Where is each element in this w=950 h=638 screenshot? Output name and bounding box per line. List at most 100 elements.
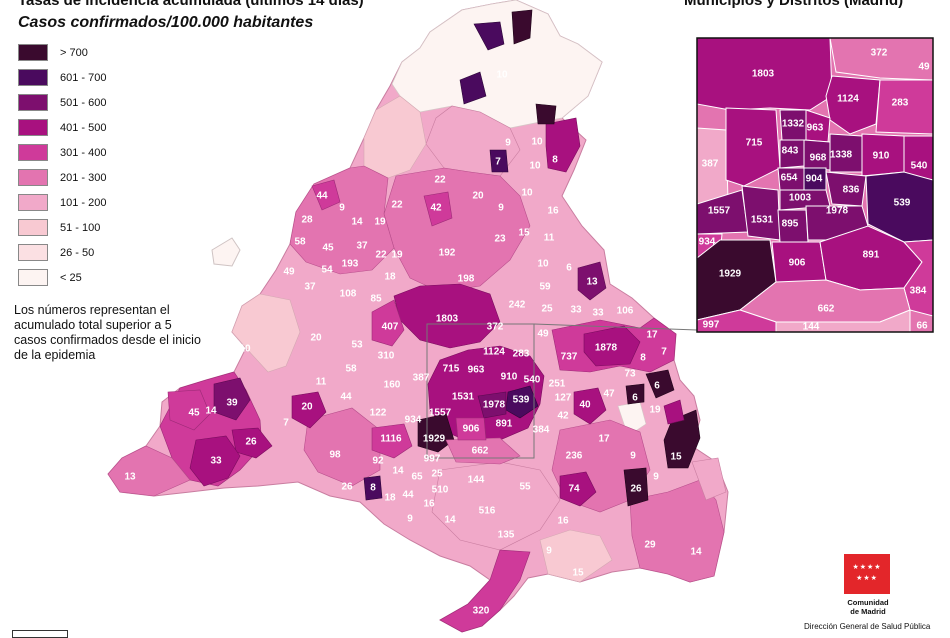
legend-item: 501 - 600 (18, 90, 106, 115)
map-value-label: 310 (378, 351, 395, 362)
legend-label: 301 - 400 (60, 146, 107, 159)
logo-name: Comunidad de Madrid (842, 598, 894, 616)
far-west-zone (107, 445, 191, 497)
map-value-label: 49 (918, 62, 930, 73)
map-value-label: 997 (424, 454, 441, 465)
map-value-label: 49 (283, 267, 295, 278)
inset-panel (696, 37, 934, 333)
map-value-label: 539 (894, 198, 911, 209)
logo-stars-icon: ★★★★ ★★★ (852, 564, 882, 582)
inset-title: Municipios y Distritos (Madrid) (684, 0, 904, 9)
map-value-label: 737 (561, 352, 578, 363)
map-value-label: 16 (423, 499, 435, 510)
map-value-label: 15 (572, 568, 584, 579)
legend-label: 201 - 300 (60, 171, 107, 184)
map-value-label: 74 (568, 484, 580, 495)
map-value-label: 66 (916, 321, 928, 332)
map-value-label: 19 (374, 217, 386, 228)
legend-swatch (18, 69, 48, 86)
map-value-label: 37 (356, 241, 368, 252)
area-north-dark (511, 9, 533, 45)
map-value-label: 1803 (436, 314, 459, 325)
map-value-label: 387 (413, 373, 430, 384)
legend-swatch (18, 219, 48, 236)
area-74 (559, 471, 597, 507)
legend-item: 601 - 700 (18, 65, 106, 90)
map-value-label: 10 (531, 137, 543, 148)
map-value-label: 22 (375, 250, 387, 261)
legend-label: < 25 (60, 271, 82, 284)
inset-connector-line (533, 323, 698, 331)
area-8-northeast (545, 117, 581, 173)
map-value-label: 1803 (752, 69, 775, 80)
inset-district-715 (725, 107, 781, 187)
map-value-label: 44 (316, 191, 328, 202)
map-value-label: 33 (570, 305, 582, 316)
map-value-label: 37 (304, 282, 316, 293)
area-east-dark (663, 399, 685, 425)
map-value-label: 45 (322, 243, 334, 254)
map-value-label: 1929 (423, 434, 446, 445)
map-value-label: 843 (782, 146, 799, 157)
map-value-label: 144 (803, 322, 820, 333)
legend-item: < 25 (18, 265, 106, 290)
area-8-southwest (363, 475, 383, 501)
map-value-label: 13 (124, 472, 136, 483)
legend-item: 301 - 400 (18, 140, 106, 165)
logo-name-line2: de Madrid (850, 607, 886, 616)
area-45 (167, 389, 211, 431)
map-value-label: 963 (807, 123, 824, 134)
legend-label: 26 - 50 (60, 246, 95, 259)
map-value-label: 1978 (826, 206, 849, 217)
legend-swatch (18, 119, 48, 136)
map-value-label: 6 (654, 381, 660, 392)
map-value-label: 997 (703, 320, 720, 331)
map-value-label: 25 (431, 469, 443, 480)
map-value-label: 9 (653, 472, 659, 483)
map-value-label: 540 (524, 375, 541, 386)
map-value-label: 1531 (751, 215, 774, 226)
map-value-label: 18 (384, 272, 396, 283)
map-value-label: 910 (501, 372, 518, 383)
map-value-label: 40 (579, 400, 591, 411)
area-north-dark2 (535, 103, 557, 125)
map-value-label: 49 (537, 329, 549, 340)
area-6-east2 (625, 383, 645, 405)
map-value-label: 662 (818, 304, 835, 315)
inset-frame (696, 37, 934, 333)
area-13-east (577, 261, 607, 301)
map-value-label: 10 (521, 188, 533, 199)
map-value-label: 29 (644, 540, 656, 551)
map-value-label: 44 (340, 392, 352, 403)
area-6-east (645, 369, 675, 399)
map-value-label: 910 (873, 151, 890, 162)
map-value-label: 7 (283, 418, 289, 429)
map-value-label: 9 (630, 451, 636, 462)
map-value-label: 1332 (782, 119, 805, 130)
map-value-label: 98 (329, 450, 341, 461)
map-value-label: 283 (513, 349, 530, 360)
map-value-label: 65 (411, 472, 423, 483)
inset-district-1803 (696, 37, 833, 111)
map-value-label: 510 (432, 485, 449, 496)
map-value-label: 39 (226, 398, 238, 409)
map-value-label: 11 (544, 233, 555, 244)
legend-label: 401 - 500 (60, 121, 107, 134)
area-20-west (291, 391, 327, 429)
north-pale-zone (391, 0, 603, 129)
map-value-label: 25 (541, 304, 553, 315)
legend-swatch (18, 144, 48, 161)
map-value-label: 13 (586, 277, 598, 288)
madrid-district-539 (505, 385, 539, 419)
map-value-label: 891 (863, 250, 880, 261)
madrid-district-906 (455, 417, 487, 441)
map-value-label: 11 (316, 377, 327, 388)
map-value-label: 15 (518, 228, 530, 239)
map-value-label: 106 (617, 306, 634, 317)
map-value-label: 33 (592, 308, 604, 319)
area-26-west (231, 427, 273, 459)
southeast-pale-zone (539, 529, 613, 583)
map-value-label: 9 (407, 514, 413, 525)
map-value-label: 7 (495, 157, 501, 168)
inset-labels: 372 49 1803 1124 283 1332 963 715 843 968 1338 910 5… (699, 48, 930, 333)
